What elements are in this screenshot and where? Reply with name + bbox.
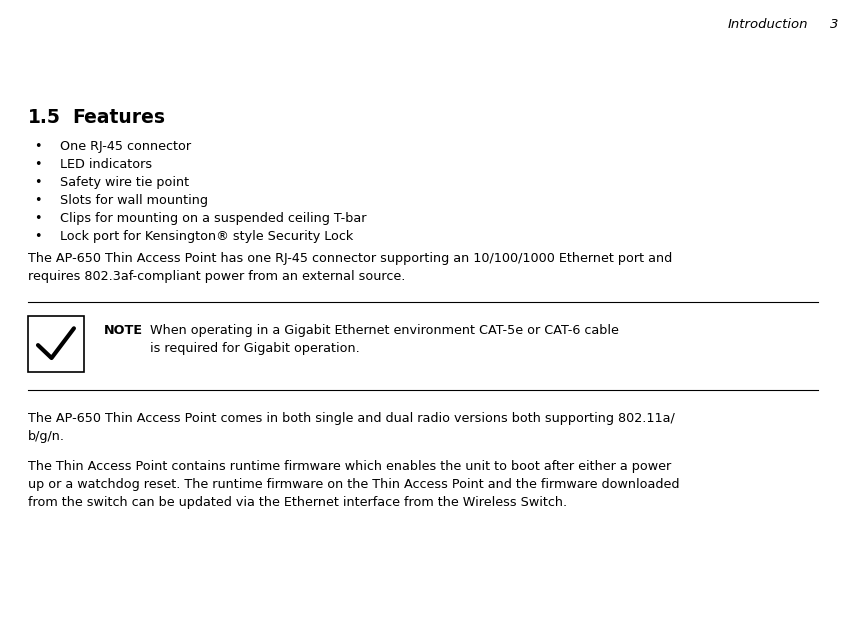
FancyBboxPatch shape — [28, 316, 84, 372]
Text: •: • — [35, 158, 41, 171]
Text: LED indicators: LED indicators — [60, 158, 152, 171]
Text: •: • — [35, 212, 41, 225]
Text: b/g/n.: b/g/n. — [28, 430, 65, 443]
Text: Slots for wall mounting: Slots for wall mounting — [60, 194, 208, 207]
Text: •: • — [35, 230, 41, 243]
Text: •: • — [35, 176, 41, 189]
Text: •: • — [35, 140, 41, 153]
Text: is required for Gigabit operation.: is required for Gigabit operation. — [150, 342, 360, 355]
Text: Lock port for Kensington® style Security Lock: Lock port for Kensington® style Security… — [60, 230, 353, 243]
Text: The AP-650 Thin Access Point comes in both single and dual radio versions both s: The AP-650 Thin Access Point comes in bo… — [28, 412, 674, 425]
Text: Features: Features — [72, 108, 165, 127]
Text: 3: 3 — [829, 18, 837, 31]
Text: 1.5: 1.5 — [28, 108, 61, 127]
Text: The AP-650 Thin Access Point has one RJ-45 connector supporting an 10/100/1000 E: The AP-650 Thin Access Point has one RJ-… — [28, 252, 672, 265]
Text: NOTE: NOTE — [104, 324, 143, 337]
Text: When operating in a Gigabit Ethernet environment CAT-5e or CAT-6 cable: When operating in a Gigabit Ethernet env… — [150, 324, 618, 337]
Text: •: • — [35, 194, 41, 207]
Text: Introduction: Introduction — [727, 18, 807, 31]
Text: Clips for mounting on a suspended ceiling T-bar: Clips for mounting on a suspended ceilin… — [60, 212, 366, 225]
Text: up or a watchdog reset. The runtime firmware on the Thin Access Point and the fi: up or a watchdog reset. The runtime firm… — [28, 478, 679, 491]
Text: The Thin Access Point contains runtime firmware which enables the unit to boot a: The Thin Access Point contains runtime f… — [28, 460, 670, 473]
Text: requires 802.3af-compliant power from an external source.: requires 802.3af-compliant power from an… — [28, 270, 405, 283]
Text: from the switch can be updated via the Ethernet interface from the Wireless Swit: from the switch can be updated via the E… — [28, 496, 566, 509]
Text: One RJ-45 connector: One RJ-45 connector — [60, 140, 191, 153]
Text: Safety wire tie point: Safety wire tie point — [60, 176, 189, 189]
